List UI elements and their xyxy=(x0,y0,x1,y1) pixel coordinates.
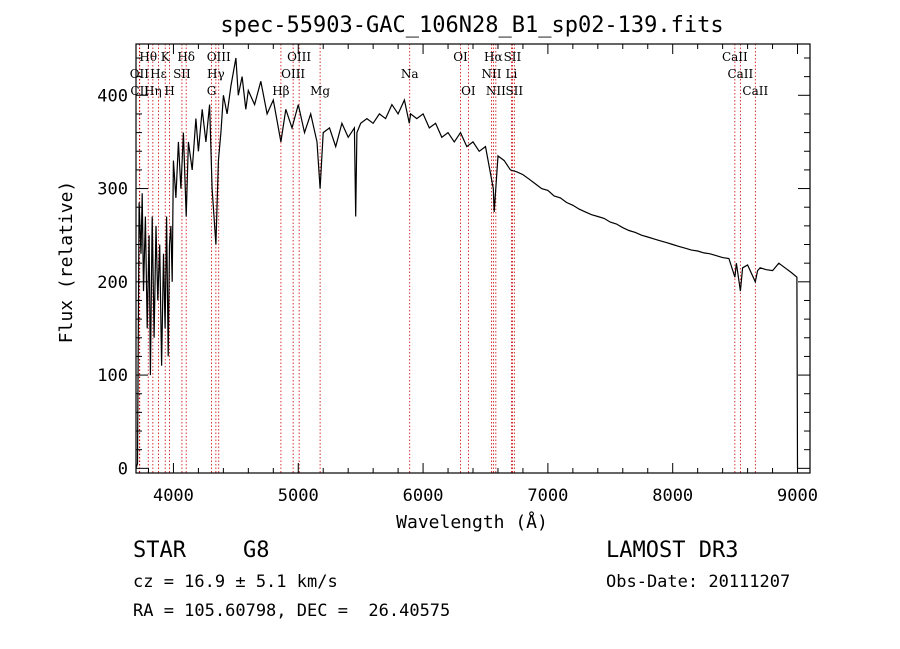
y-tick-label-200: 200 xyxy=(97,273,128,293)
line-label-15: Mg xyxy=(310,84,330,98)
object-class: STAR xyxy=(133,538,186,563)
line-label-11: G xyxy=(207,84,217,98)
line-label-27: CaII xyxy=(742,84,768,98)
line-label-10: Hγ xyxy=(207,67,225,81)
x-tick-label-8000: 8000 xyxy=(652,486,693,506)
line-label-17: OI xyxy=(453,50,468,64)
line-label-9: OIII xyxy=(207,50,231,64)
y-axis-ticks: 0 100 200 300 400 xyxy=(97,57,810,479)
object-subclass: G8 xyxy=(243,538,270,563)
x-tick-label-4000: 4000 xyxy=(153,486,194,506)
line-label-26: CaII xyxy=(727,67,753,81)
x-tick-label-5000: 5000 xyxy=(278,486,319,506)
obs-date: Obs-Date: 20111207 xyxy=(606,572,791,592)
line-label-16: Na xyxy=(401,67,419,81)
x-tick-label-9000: 9000 xyxy=(777,486,818,506)
line-label-1: OII xyxy=(130,67,150,81)
line-label-19: Hα xyxy=(484,50,503,64)
line-label-18: OI xyxy=(461,84,476,98)
line-label-25: CaII xyxy=(722,50,748,64)
line-label-12: Hβ xyxy=(272,84,289,98)
ra-dec: RA = 105.60798, DEC = 26.40575 xyxy=(133,601,451,621)
spectral-line-markers xyxy=(138,44,756,473)
line-label-2: CII xyxy=(130,84,149,98)
line-label-6: H xyxy=(164,84,174,98)
survey-name: LAMOST DR3 xyxy=(606,538,739,563)
line-label-5: K xyxy=(161,50,171,64)
y-tick-label-300: 300 xyxy=(97,180,128,200)
redshift-cz: cz = 16.9 ± 5.1 km/s xyxy=(133,572,338,592)
line-label-7: SII xyxy=(173,67,191,81)
y-tick-label-400: 400 xyxy=(97,86,128,106)
plot-frame xyxy=(135,43,811,474)
line-label-3: Hη xyxy=(144,84,162,98)
line-label-21: NII xyxy=(486,84,506,98)
x-tick-label-6000: 6000 xyxy=(403,486,444,506)
spectrum-line xyxy=(135,57,799,469)
line-label-13: OIII xyxy=(281,67,305,81)
line-label-22: SII xyxy=(504,50,522,64)
y-tick-label-100: 100 xyxy=(97,366,128,386)
x-axis-label: Wavelength (Å) xyxy=(396,511,548,533)
x-axis-ticks: 4000 5000 6000 7000 8000 9000 xyxy=(147,44,818,506)
x-tick-label-7000: 7000 xyxy=(527,486,568,506)
line-label-14: OIII xyxy=(287,50,311,64)
line-label-24: SII xyxy=(505,84,523,98)
line-label-0: Hθ xyxy=(139,50,157,64)
y-tick-label-0: 0 xyxy=(118,459,128,479)
line-label-4: Hε xyxy=(150,67,167,81)
line-label-8: Hδ xyxy=(177,50,195,64)
chart-title: spec-55903-GAC_106N28_B1_sp02-139.fits xyxy=(220,13,723,38)
line-label-23: Li xyxy=(506,67,518,81)
line-label-20: NII xyxy=(481,67,501,81)
y-axis-label: Flux (relative) xyxy=(56,181,77,344)
